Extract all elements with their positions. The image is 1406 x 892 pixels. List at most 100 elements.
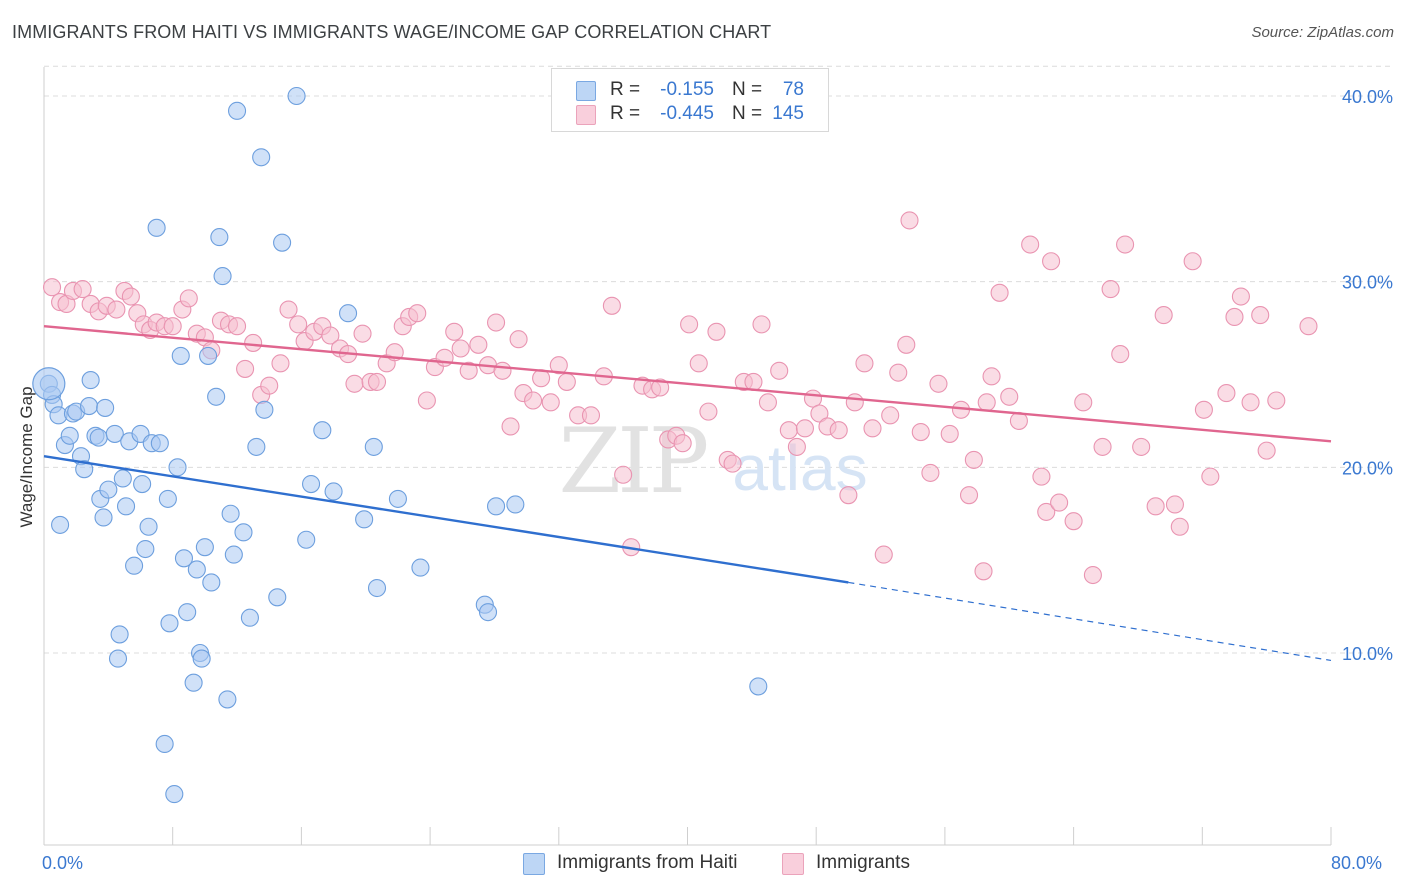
immigrants-point xyxy=(487,313,506,332)
immigrants-point xyxy=(829,421,848,440)
immigrants-point xyxy=(549,356,568,375)
immigrants-point xyxy=(977,393,996,412)
haiti-point xyxy=(79,397,99,416)
bottom-legend-label-immigrants: Immigrants xyxy=(816,852,910,873)
immigrants-point xyxy=(557,372,576,391)
immigrants-point xyxy=(874,545,893,564)
haiti-trend-line xyxy=(43,455,849,584)
immigrants-point xyxy=(921,463,940,482)
haiti-point xyxy=(195,538,214,557)
legend-n-label: N = xyxy=(732,103,763,124)
immigrants-point xyxy=(408,304,427,323)
immigrants-point xyxy=(707,322,726,341)
immigrants-point xyxy=(1093,437,1112,456)
haiti-point xyxy=(218,690,237,709)
immigrants-point xyxy=(1042,252,1061,271)
immigrants-point xyxy=(1165,495,1185,514)
immigrants-point xyxy=(889,363,908,382)
immigrants-point xyxy=(744,372,763,391)
immigrants-point xyxy=(541,393,560,412)
immigrants-point xyxy=(279,300,298,319)
immigrants-point xyxy=(795,419,814,438)
immigrants-point xyxy=(1050,493,1069,512)
haiti-point xyxy=(116,497,136,516)
haiti-point xyxy=(133,474,152,494)
haiti-point xyxy=(202,573,221,592)
immigrants-point xyxy=(1241,393,1260,412)
immigrants-point xyxy=(990,283,1009,302)
haiti-point xyxy=(125,556,144,575)
immigrants-point xyxy=(845,393,864,412)
immigrants-point xyxy=(900,211,919,230)
haiti-point xyxy=(105,424,124,443)
immigrants-point xyxy=(501,417,520,436)
legend-r-label: R = xyxy=(610,79,641,100)
immigrants-point xyxy=(1032,467,1051,486)
immigrants-point xyxy=(689,354,708,373)
legend-r-value: -0.445 xyxy=(660,103,714,124)
immigrants-point xyxy=(982,367,1001,386)
immigrants-trend-line xyxy=(43,325,1332,443)
immigrants-point xyxy=(493,361,512,380)
haiti-point xyxy=(339,304,358,323)
haiti-point xyxy=(228,101,247,120)
haiti-point xyxy=(364,437,383,456)
haiti-point xyxy=(158,489,177,508)
immigrants-point xyxy=(524,391,543,410)
immigrants-point xyxy=(260,376,279,395)
haiti-point xyxy=(302,474,321,494)
immigrants-point xyxy=(770,361,789,380)
y-tick-label: 40.0% xyxy=(1342,87,1393,107)
immigrants-point xyxy=(855,354,874,373)
haiti-points xyxy=(32,86,768,804)
immigrants-point xyxy=(417,391,436,410)
immigrants-point xyxy=(723,454,742,473)
immigrants-point xyxy=(1251,306,1270,325)
immigrants-point xyxy=(1257,441,1276,460)
stats-legend: R = -0.155 N = 78 R = -0.445 N = 145 xyxy=(551,68,829,132)
haiti-point xyxy=(150,434,169,453)
haiti-point xyxy=(255,400,274,419)
immigrants-point xyxy=(451,339,470,358)
haiti-point xyxy=(297,530,316,549)
haiti-point xyxy=(147,218,166,237)
immigrants-point xyxy=(1083,565,1102,585)
immigrants-point xyxy=(353,324,372,343)
y-tick-label: 30.0% xyxy=(1342,273,1393,293)
immigrants-point xyxy=(1132,437,1151,456)
immigrants-point xyxy=(367,372,387,391)
bottom-legend-label-haiti: Immigrants from Haiti xyxy=(557,852,738,873)
immigrants-point xyxy=(509,330,528,349)
legend-row-haiti: R = -0.155 N = 78 xyxy=(552,77,828,103)
immigrants-point xyxy=(974,562,993,581)
immigrants-point xyxy=(1154,306,1173,325)
haiti-point xyxy=(240,608,259,627)
immigrants-point xyxy=(1074,393,1093,412)
legend-row-immigrants: R = -0.445 N = 145 xyxy=(552,101,828,127)
haiti-point xyxy=(174,549,194,568)
immigrants-point xyxy=(179,289,198,308)
haiti-point xyxy=(247,437,266,456)
immigrants-point xyxy=(1194,400,1213,419)
x-axis-max-label: 80.0% xyxy=(1331,853,1383,873)
immigrants-point xyxy=(244,333,263,352)
immigrants-point xyxy=(1201,467,1220,486)
haiti-point xyxy=(367,578,387,598)
axes xyxy=(43,67,1332,846)
haiti-point xyxy=(210,228,229,247)
immigrants-point xyxy=(810,404,829,423)
haiti-point xyxy=(113,469,132,488)
haiti-point xyxy=(187,560,206,579)
chart-source: Source: ZipAtlas.com xyxy=(1251,24,1394,41)
immigrants-point xyxy=(1064,512,1083,531)
immigrants-point xyxy=(1231,287,1250,306)
haiti-point xyxy=(160,614,179,633)
immigrants-point xyxy=(1267,391,1286,410)
y-axis-label: Wage/Income Gap xyxy=(17,386,36,528)
legend-n-label: N = xyxy=(732,79,763,100)
immigrants-point xyxy=(881,406,900,425)
haiti-point xyxy=(411,558,430,577)
haiti-point xyxy=(487,497,506,516)
immigrants-point xyxy=(959,486,979,505)
haiti-point xyxy=(313,421,332,440)
